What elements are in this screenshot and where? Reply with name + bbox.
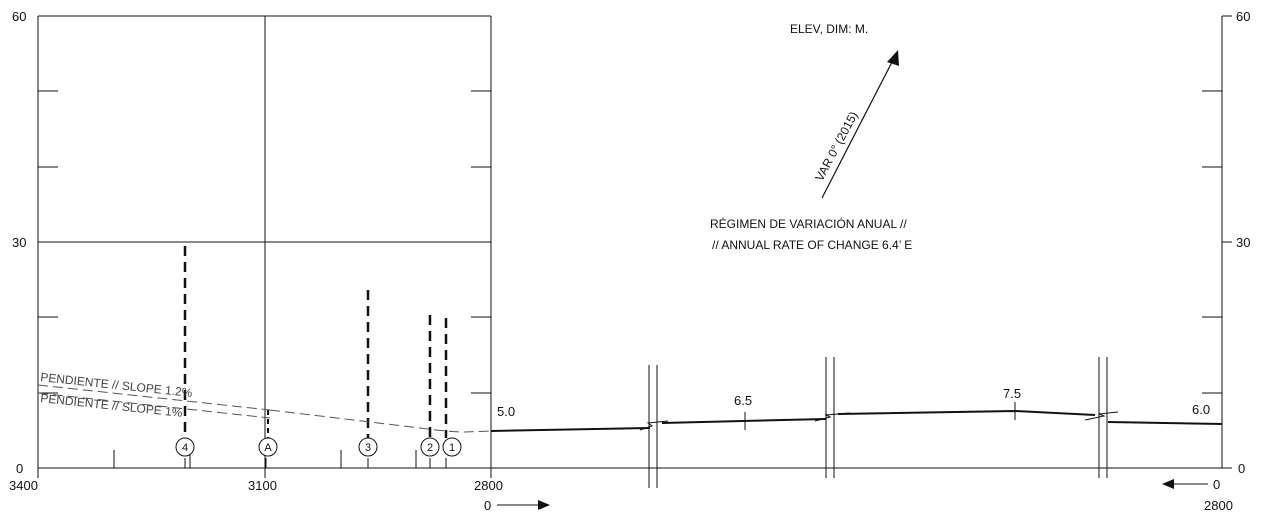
north-arrow-icon [821, 50, 899, 199]
left-axis-label-0: 0 [16, 461, 23, 476]
marker-4: 4 [175, 437, 195, 457]
right-axis-label-60: 60 [1236, 9, 1250, 24]
elev-dim-label: ELEV, DIM: M. [790, 22, 868, 36]
left-axis-label-30: 30 [12, 235, 26, 250]
profile-value-5-0: 5.0 [497, 404, 515, 419]
marker-a-label: A [264, 442, 272, 454]
annual-rate-line-1: RÉGIMEN DE VARIACIÓN ANUAL // [710, 216, 907, 231]
break-symbol-1 [639, 365, 669, 488]
profile-value-7-5: 7.5 [1003, 386, 1021, 401]
marker-1-label: 1 [449, 442, 455, 454]
marker-2-label: 2 [427, 442, 433, 454]
bottom-right-2800: 2800 [1204, 498, 1233, 513]
obstacle-dashes [183, 246, 448, 438]
right-axis-ticks [1202, 15, 1232, 469]
marker-2: 2 [420, 437, 440, 457]
break-symbol-2 [814, 357, 851, 478]
marker-a: A [258, 437, 278, 457]
bottom-zero-label: 0 [484, 498, 491, 513]
right-axis-label-30: 30 [1236, 235, 1250, 250]
profile-value-6-0: 6.0 [1192, 402, 1210, 417]
break-symbol-3 [1084, 357, 1119, 478]
marker-1: 1 [442, 437, 462, 457]
annual-rate-line-2: // ANNUAL RATE OF CHANGE 6.4’ E [712, 238, 912, 252]
x-label-2800: 2800 [474, 478, 503, 493]
left-arrow-icon [1162, 479, 1208, 489]
variation-label: VAR 0° (2015) [812, 109, 860, 183]
right-arrow-icon [497, 500, 550, 510]
slope-lines [37, 384, 492, 433]
right-axis-label-0: 0 [1238, 461, 1245, 476]
marker-3: 3 [358, 437, 378, 457]
plot-frame [37, 15, 1223, 469]
left-axis-label-60: 60 [12, 9, 26, 24]
x-label-3400: 3400 [9, 478, 38, 493]
marker-4-label: 4 [182, 442, 188, 454]
marker-3-label: 3 [365, 442, 371, 454]
terrain-profile [490, 409, 1223, 432]
profile-ticks [744, 402, 1016, 430]
profile-value-6-5: 6.5 [734, 393, 752, 408]
bottom-right-zero: 0 [1213, 477, 1220, 492]
marker-stems [184, 458, 447, 468]
x-label-3100: 3100 [248, 478, 277, 493]
